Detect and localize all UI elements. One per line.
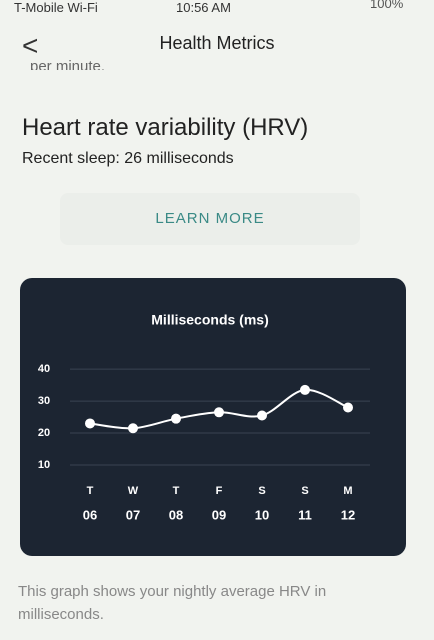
back-button[interactable]: < — [22, 30, 39, 61]
clock: 10:56 AM — [176, 0, 231, 15]
x-date-label: 11 — [298, 507, 312, 522]
y-tick-label: 10 — [38, 459, 50, 471]
x-date-label: 08 — [169, 507, 183, 522]
learn-more-button[interactable]: LEARN MORE — [60, 193, 360, 245]
y-tick-label: 30 — [38, 395, 50, 407]
x-tick-label: F — [216, 485, 223, 497]
x-date-label: 09 — [212, 507, 226, 522]
section-subtitle: Recent sleep: 26 milliseconds — [22, 150, 234, 167]
x-date-label: 10 — [255, 507, 269, 522]
footer-text: This graph shows your nightly average HR… — [18, 583, 327, 623]
point — [257, 410, 267, 421]
chart-card — [20, 278, 406, 556]
section-title: Heart rate variability (HRV) — [22, 114, 309, 141]
point — [343, 402, 353, 413]
cut-text: per minute. — [30, 58, 106, 70]
y-tick-label: 20 — [38, 427, 50, 439]
x-tick-label: T — [87, 485, 94, 497]
point — [214, 407, 224, 418]
x-tick-label: T — [173, 485, 180, 497]
x-tick-label: W — [128, 485, 139, 497]
x-date-label: 06 — [83, 507, 97, 522]
point — [171, 413, 181, 424]
battery: 100% — [370, 0, 404, 11]
chart-title: Milliseconds (ms) — [151, 312, 268, 328]
x-tick-label: S — [258, 485, 265, 497]
point — [300, 384, 310, 395]
y-tick-label: 40 — [38, 363, 50, 375]
point — [85, 418, 95, 429]
x-date-label: 07 — [126, 507, 140, 522]
x-date-label: 12 — [341, 507, 355, 522]
x-tick-label: M — [343, 485, 352, 497]
point — [128, 423, 138, 434]
nav-title: Health Metrics — [159, 33, 275, 53]
carrier: T-Mobile Wi-Fi — [14, 0, 98, 15]
x-tick-label: S — [301, 485, 308, 497]
